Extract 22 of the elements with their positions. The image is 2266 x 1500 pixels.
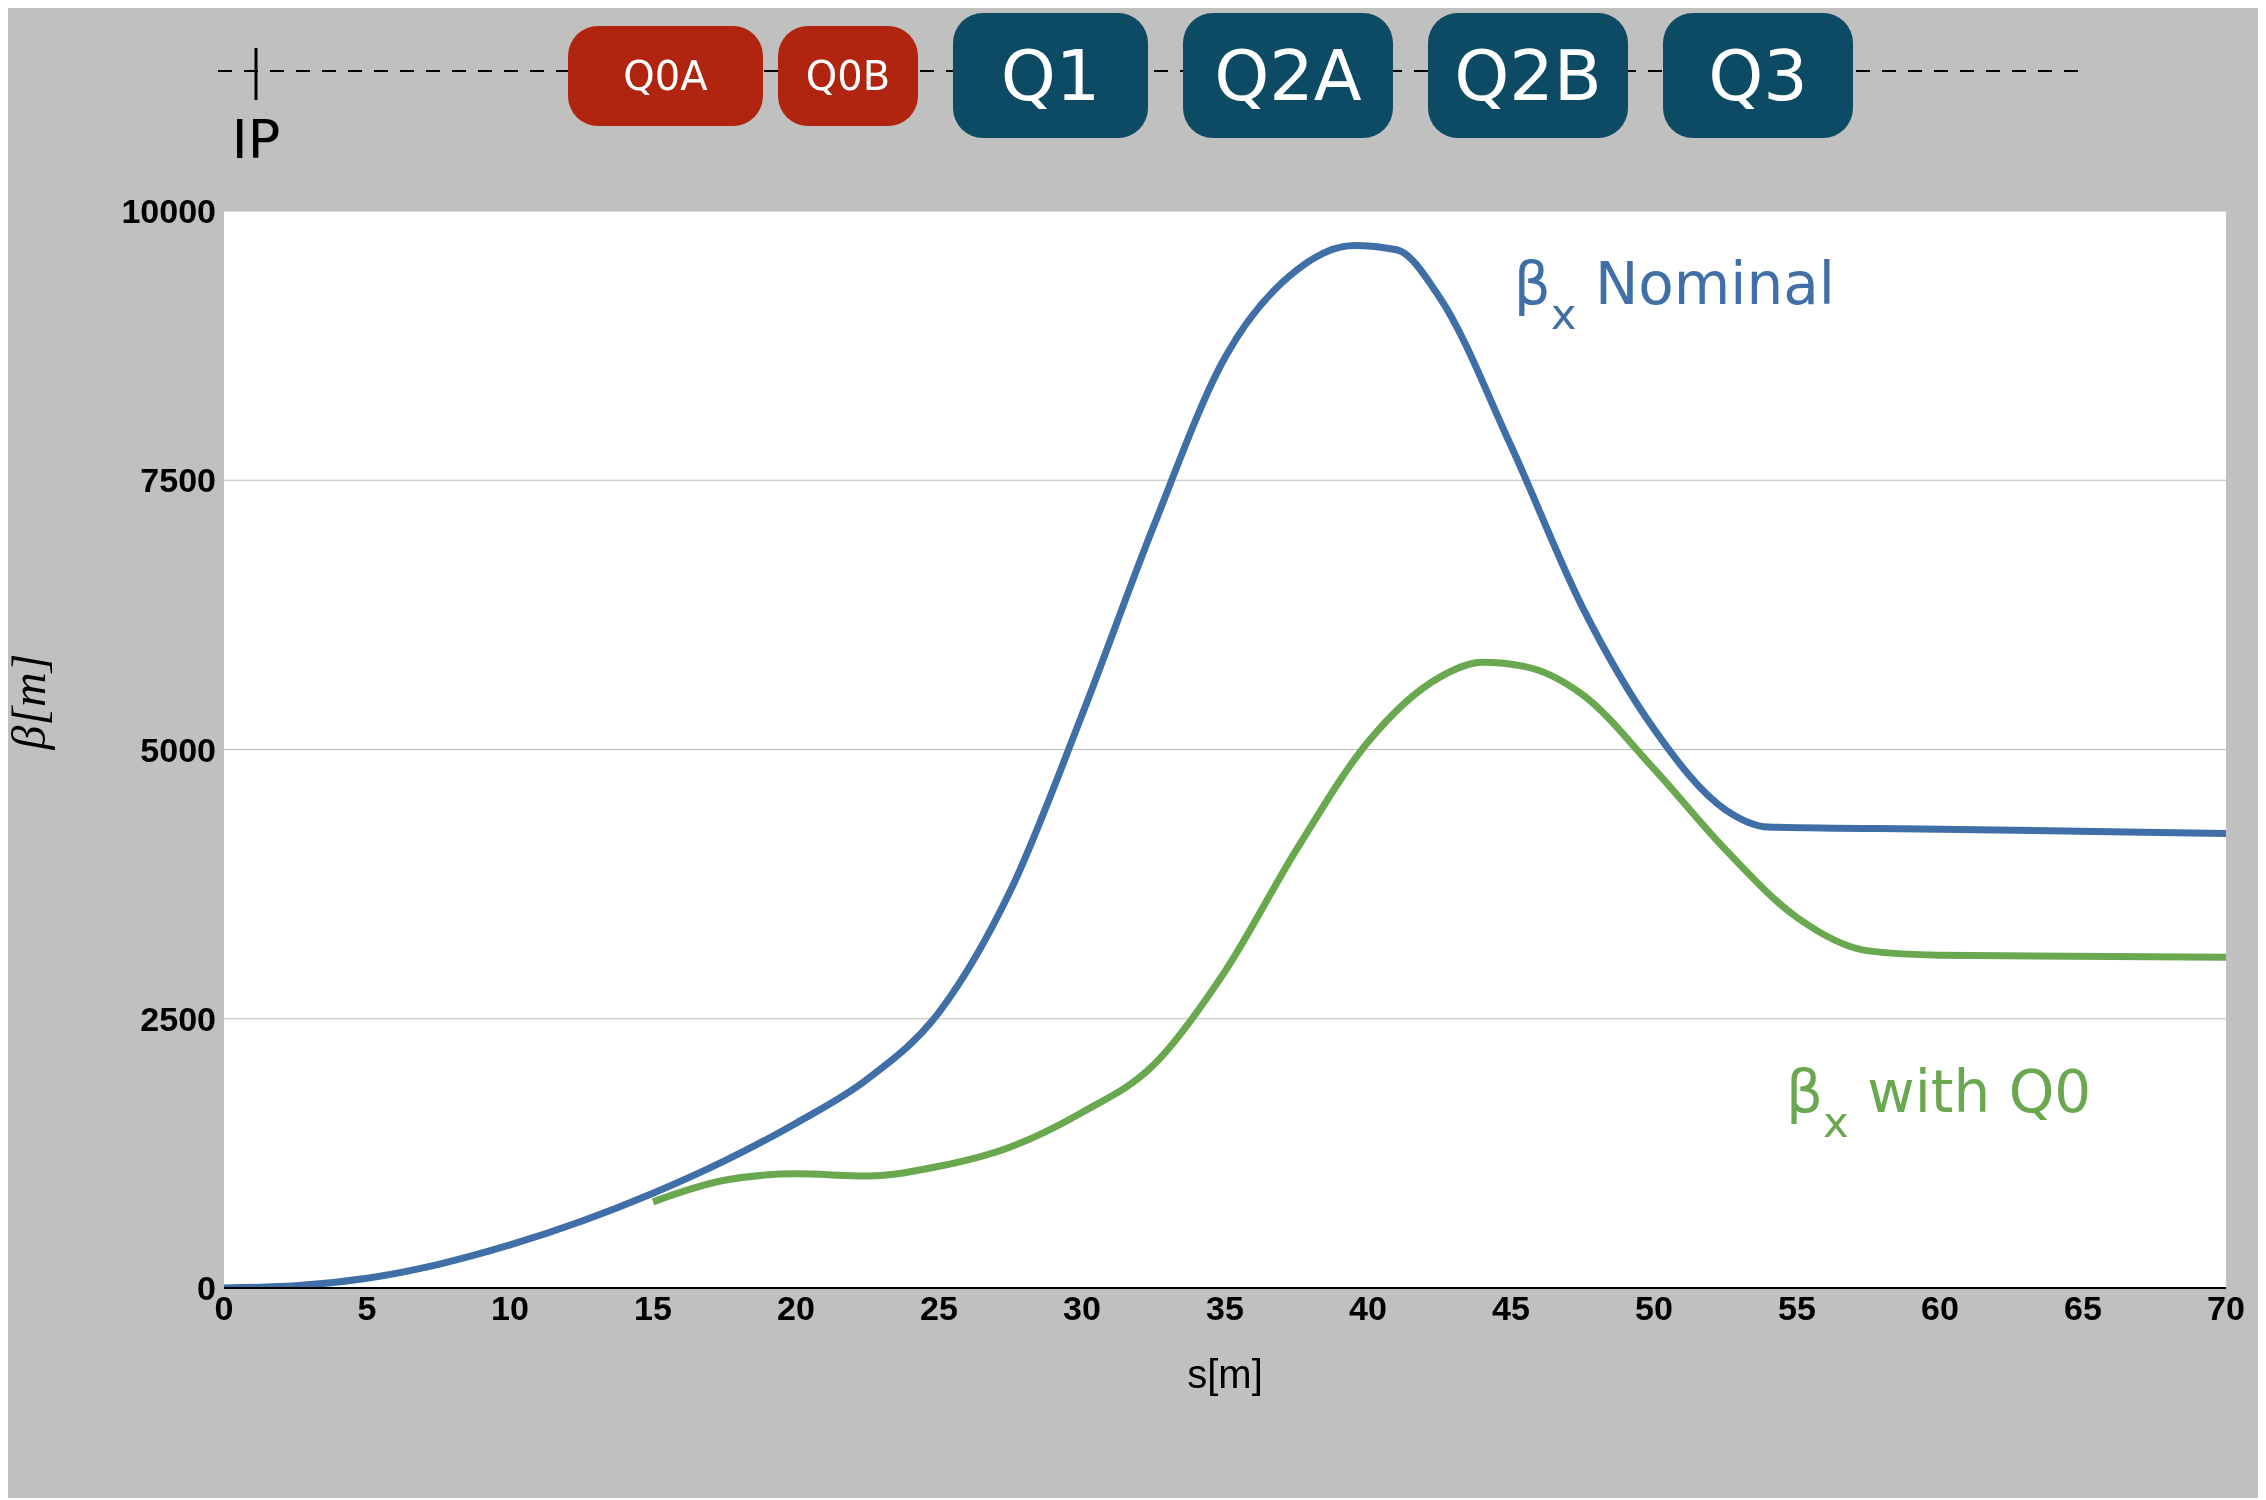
x-tick-label: 15: [634, 1289, 672, 1328]
y-tick-label: 10000: [121, 192, 216, 231]
x-axis-title: s[m]: [1187, 1352, 1263, 1396]
x-tick-label: 50: [1635, 1289, 1673, 1328]
y-tick-label: 2500: [140, 999, 216, 1038]
x-tick-label: 60: [1921, 1289, 1959, 1328]
x-tick-label: 40: [1349, 1289, 1387, 1328]
y-tick-label: 7500: [140, 461, 216, 500]
x-tick-label: 5: [357, 1289, 377, 1328]
x-tick-label: 35: [1206, 1289, 1244, 1328]
y-tick-label: 5000: [140, 730, 216, 769]
x-tick-label: 45: [1492, 1289, 1530, 1328]
x-tick-label: 70: [2207, 1289, 2245, 1328]
x-tick-label: 25: [920, 1289, 958, 1328]
series-label: β$_{x}$ with Q0: [1786, 1057, 2092, 1147]
x-tick-label: 55: [1778, 1289, 1816, 1328]
x-tick-label: 65: [2064, 1289, 2102, 1328]
x-tick-label: 10: [491, 1289, 529, 1328]
series-label: β$_{x}$ Nominal: [1513, 249, 1835, 339]
x-tick-label: 30: [1063, 1289, 1101, 1328]
y-axis-title: β[m]: [2, 653, 56, 751]
x-tick-label: 20: [777, 1289, 815, 1328]
